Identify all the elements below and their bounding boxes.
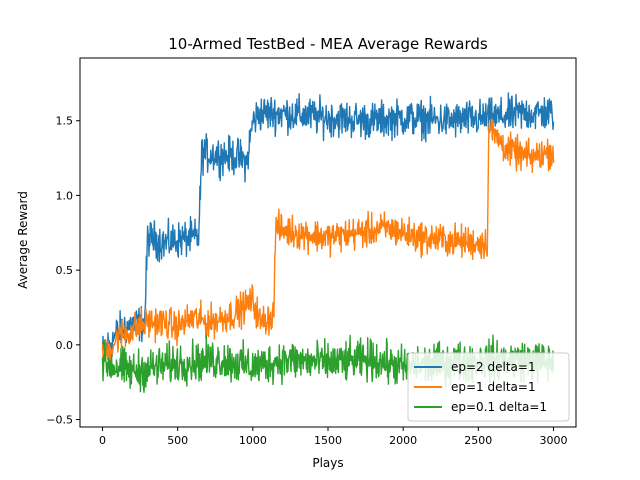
legend: ep=2 delta=1 ep=1 delta=1 ep=0.1 delta=1	[407, 352, 570, 422]
x-tick-label: 2500	[464, 434, 492, 447]
y-tick-label: −0.5	[46, 414, 73, 427]
legend-label-3: ep=0.1 delta=1	[451, 400, 547, 414]
chart-title: 10-Armed TestBed - MEA Average Rewards	[168, 35, 488, 53]
y-tick-label: 0.5	[56, 264, 74, 277]
x-tick-label: 1000	[239, 434, 267, 447]
y-tick-label: 0.0	[56, 339, 74, 352]
x-tick-label: 500	[167, 434, 188, 447]
legend-label-2: ep=1 delta=1	[451, 380, 536, 394]
series-line-1	[101, 92, 555, 358]
x-tick-label: 0	[99, 434, 106, 447]
legend-label-1: ep=2 delta=1	[451, 360, 536, 374]
x-axis-label: Plays	[312, 456, 343, 470]
y-tick-label: 1.5	[56, 115, 74, 128]
x-tick-label: 2000	[389, 434, 417, 447]
x-tick-label: 1500	[314, 434, 342, 447]
legend-box	[407, 352, 570, 422]
y-tick-label: 1.0	[56, 189, 74, 202]
series-line-2	[101, 118, 555, 370]
x-tick-label: 3000	[539, 434, 567, 447]
y-axis-label: Average Reward	[16, 191, 30, 289]
